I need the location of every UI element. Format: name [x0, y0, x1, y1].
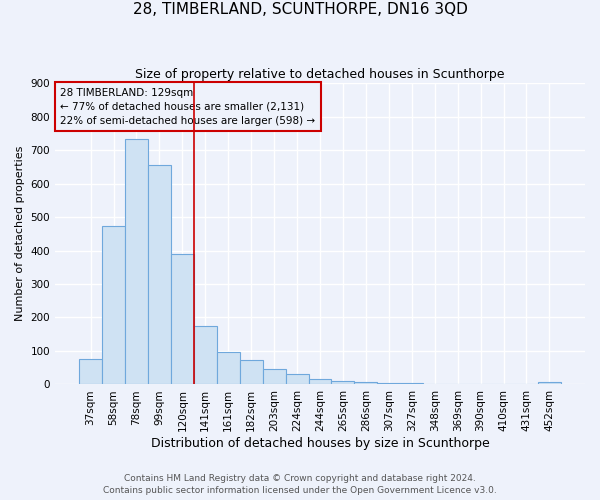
- X-axis label: Distribution of detached houses by size in Scunthorpe: Distribution of detached houses by size …: [151, 437, 490, 450]
- Bar: [538, 382, 561, 384]
- Text: 28, TIMBERLAND, SCUNTHORPE, DN16 3QD: 28, TIMBERLAND, SCUNTHORPE, DN16 3QD: [133, 2, 467, 18]
- Bar: [331, 381, 355, 384]
- Bar: [308, 380, 331, 384]
- Bar: [240, 360, 263, 384]
- Bar: [263, 370, 286, 384]
- Bar: [217, 352, 240, 384]
- Bar: [79, 360, 102, 384]
- Bar: [286, 374, 308, 384]
- Bar: [194, 326, 217, 384]
- Bar: [377, 383, 400, 384]
- Text: Contains HM Land Registry data © Crown copyright and database right 2024.
Contai: Contains HM Land Registry data © Crown c…: [103, 474, 497, 495]
- Text: 28 TIMBERLAND: 129sqm
← 77% of detached houses are smaller (2,131)
22% of semi-d: 28 TIMBERLAND: 129sqm ← 77% of detached …: [61, 88, 316, 126]
- Bar: [148, 165, 171, 384]
- Bar: [102, 226, 125, 384]
- Title: Size of property relative to detached houses in Scunthorpe: Size of property relative to detached ho…: [135, 68, 505, 80]
- Bar: [355, 382, 377, 384]
- Bar: [171, 254, 194, 384]
- Y-axis label: Number of detached properties: Number of detached properties: [15, 146, 25, 322]
- Bar: [125, 139, 148, 384]
